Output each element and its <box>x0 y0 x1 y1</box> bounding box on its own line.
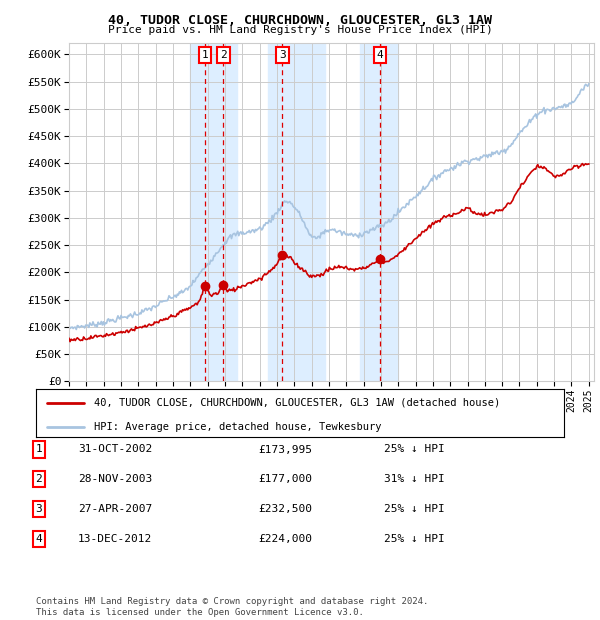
Text: 1: 1 <box>201 50 208 60</box>
Bar <box>360 43 398 381</box>
Text: 25% ↓ HPI: 25% ↓ HPI <box>384 534 445 544</box>
Text: 25% ↓ HPI: 25% ↓ HPI <box>384 445 445 454</box>
Text: 13-DEC-2012: 13-DEC-2012 <box>78 534 152 544</box>
Text: £224,000: £224,000 <box>258 534 312 544</box>
Text: 31-OCT-2002: 31-OCT-2002 <box>78 445 152 454</box>
Bar <box>190 43 237 381</box>
Text: 3: 3 <box>35 504 43 514</box>
Text: 3: 3 <box>279 50 286 60</box>
Text: 25% ↓ HPI: 25% ↓ HPI <box>384 504 445 514</box>
Text: 40, TUDOR CLOSE, CHURCHDOWN, GLOUCESTER, GL3 1AW (detached house): 40, TUDOR CLOSE, CHURCHDOWN, GLOUCESTER,… <box>94 397 500 408</box>
Text: 27-APR-2007: 27-APR-2007 <box>78 504 152 514</box>
Text: 4: 4 <box>377 50 383 60</box>
Text: 2: 2 <box>220 50 227 60</box>
Text: 2: 2 <box>35 474 43 484</box>
Text: £232,500: £232,500 <box>258 504 312 514</box>
Text: £173,995: £173,995 <box>258 445 312 454</box>
Text: 1: 1 <box>35 445 43 454</box>
Bar <box>268 43 325 381</box>
Text: 28-NOV-2003: 28-NOV-2003 <box>78 474 152 484</box>
Text: Contains HM Land Registry data © Crown copyright and database right 2024.
This d: Contains HM Land Registry data © Crown c… <box>36 598 428 617</box>
Text: 40, TUDOR CLOSE, CHURCHDOWN, GLOUCESTER, GL3 1AW: 40, TUDOR CLOSE, CHURCHDOWN, GLOUCESTER,… <box>108 14 492 27</box>
Text: 4: 4 <box>35 534 43 544</box>
Text: £177,000: £177,000 <box>258 474 312 484</box>
Text: 31% ↓ HPI: 31% ↓ HPI <box>384 474 445 484</box>
Text: HPI: Average price, detached house, Tewkesbury: HPI: Average price, detached house, Tewk… <box>94 422 382 432</box>
Text: Price paid vs. HM Land Registry's House Price Index (HPI): Price paid vs. HM Land Registry's House … <box>107 25 493 35</box>
